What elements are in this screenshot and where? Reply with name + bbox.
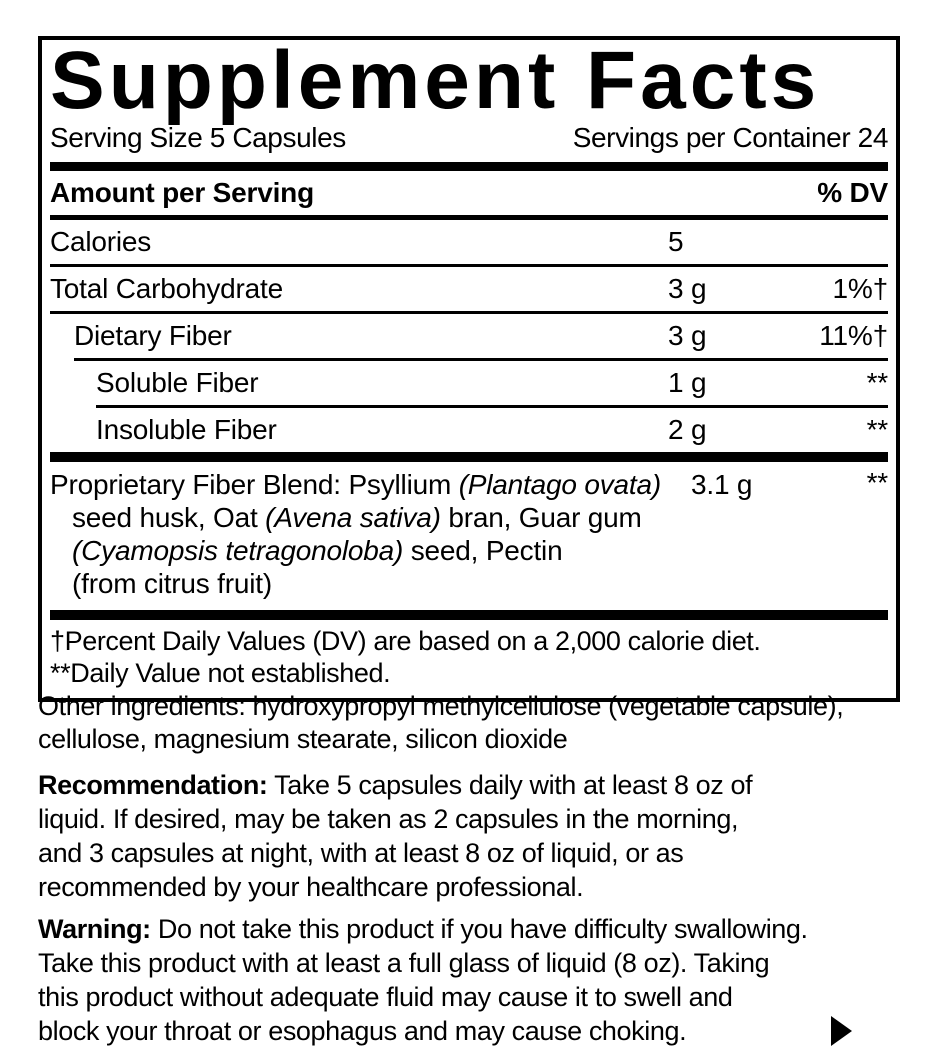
- nutrient-label: Dietary Fiber: [74, 320, 232, 351]
- blend-line: Proprietary Fiber Blend: Psyllium (Plant…: [50, 468, 888, 501]
- blend-latin-name: (Cyamopsis tetragonoloba): [72, 535, 404, 566]
- nutrient-dv: **: [866, 414, 889, 445]
- blend-text: Proprietary Fiber Blend: Psyllium: [50, 469, 459, 500]
- thick-divider-bar: [50, 610, 888, 620]
- warning-label: Warning:: [38, 914, 151, 944]
- table-row-insoluble-fiber: Insoluble Fiber 2 g **: [50, 408, 888, 452]
- serving-size: Serving Size 5 Capsules: [50, 122, 346, 153]
- nutrient-amount: 2 g: [668, 414, 707, 445]
- nutrient-dv: **: [866, 367, 889, 398]
- blend-amount: 3.1 g: [691, 469, 753, 500]
- supplement-facts-panel: Supplement Facts Serving Size 5 Capsules…: [38, 36, 900, 702]
- blend-dv: **: [866, 467, 889, 498]
- warning-line: this product without adequate fluid may …: [38, 982, 733, 1012]
- table-header-row: Amount per Serving % DV: [50, 171, 888, 215]
- other-ingredients: Other ingredients: hydroxypropyl methylc…: [38, 690, 900, 756]
- table-row-dietary-fiber: Dietary Fiber 3 g 11%†: [50, 314, 888, 358]
- recommendation-line: liquid. If desired, may be taken as 2 ca…: [38, 804, 739, 834]
- blend-latin-name: (Avena sativa): [265, 502, 441, 533]
- warning-line: Take this product with at least a full g…: [38, 948, 770, 978]
- warning-paragraph: Warning: Do not take this product if you…: [38, 912, 900, 1048]
- thick-divider-bar: [50, 452, 888, 462]
- recommendation-text: Take 5 capsules daily with at least 8 oz…: [267, 770, 753, 800]
- row-rule: [50, 264, 888, 267]
- thick-divider-bar: [50, 162, 888, 171]
- recommendation-line: and 3 capsules at night, with at least 8…: [38, 838, 684, 868]
- nutrient-label: Calories: [50, 226, 152, 257]
- blend-line: (from citrus fruit): [50, 567, 888, 600]
- nutrient-amount: 5: [668, 226, 684, 257]
- blend-line: seed husk, Oat (Avena sativa) bran, Guar…: [50, 501, 888, 534]
- blend-text: seed husk, Oat: [72, 502, 266, 533]
- nutrient-label: Soluble Fiber: [96, 367, 259, 398]
- amount-per-serving-header: Amount per Serving: [50, 177, 314, 208]
- warning-line: block your throat or esophagus and may c…: [38, 1016, 687, 1046]
- percent-dv-header: % DV: [817, 177, 888, 208]
- blend-text: bran, Guar gum: [440, 502, 642, 533]
- row-rule: [50, 311, 888, 314]
- warning-text: Do not take this product if you have dif…: [150, 914, 808, 944]
- nutrient-label: Total Carbohydrate: [50, 273, 283, 304]
- nutrient-dv: 1%†: [832, 273, 889, 304]
- table-row-total-carbohydrate: Total Carbohydrate 3 g 1%†: [50, 267, 888, 311]
- recommendation-paragraph: Recommendation: Take 5 capsules daily wi…: [38, 768, 900, 904]
- nutrient-amount: 3 g: [668, 320, 707, 351]
- blend-text: (from citrus fruit): [72, 568, 272, 599]
- servings-per-container: Servings per Container 24: [572, 122, 889, 153]
- corner-arrow-icon: [831, 1016, 852, 1046]
- warning-line: Warning: Do not take this product if you…: [38, 912, 900, 946]
- blend-text: seed, Pectin: [403, 535, 563, 566]
- header-rule: [50, 215, 888, 220]
- other-ingredients-line: Other ingredients: hydroxypropyl methylc…: [38, 691, 844, 721]
- row-rule: [96, 405, 888, 408]
- table-row-soluble-fiber: Soluble Fiber 1 g **: [50, 361, 888, 405]
- nutrient-amount: 1 g: [668, 367, 707, 398]
- nutrient-label: Insoluble Fiber: [96, 414, 277, 445]
- recommendation-line: recommended by your healthcare professio…: [38, 872, 584, 902]
- serving-info-row: Serving Size 5 Capsules Servings per Con…: [50, 120, 888, 162]
- row-rule: [74, 358, 888, 361]
- footnote-not-established: **Daily Value not established.: [50, 658, 391, 688]
- table-row-calories: Calories 5: [50, 220, 888, 264]
- blend-latin-name: (Plantago ovata): [458, 469, 661, 500]
- footnotes: †Percent Daily Values (DV) are based on …: [50, 620, 888, 698]
- other-ingredients-line: cellulose, magnesium stearate, silicon d…: [38, 724, 568, 754]
- recommendation-label: Recommendation:: [38, 770, 268, 800]
- blend-line: (Cyamopsis tetragonoloba) seed, Pectin: [50, 534, 888, 567]
- panel-title: Supplement Facts: [50, 35, 821, 126]
- proprietary-blend-row: Proprietary Fiber Blend: Psyllium (Plant…: [50, 462, 888, 610]
- nutrient-dv: 11%†: [819, 320, 888, 351]
- footnote-daily-values: †Percent Daily Values (DV) are based on …: [50, 626, 761, 656]
- recommendation-line: Recommendation: Take 5 capsules daily wi…: [38, 768, 900, 802]
- nutrient-amount: 3 g: [668, 273, 707, 304]
